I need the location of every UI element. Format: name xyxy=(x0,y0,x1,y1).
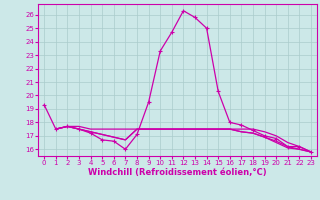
X-axis label: Windchill (Refroidissement éolien,°C): Windchill (Refroidissement éolien,°C) xyxy=(88,168,267,177)
